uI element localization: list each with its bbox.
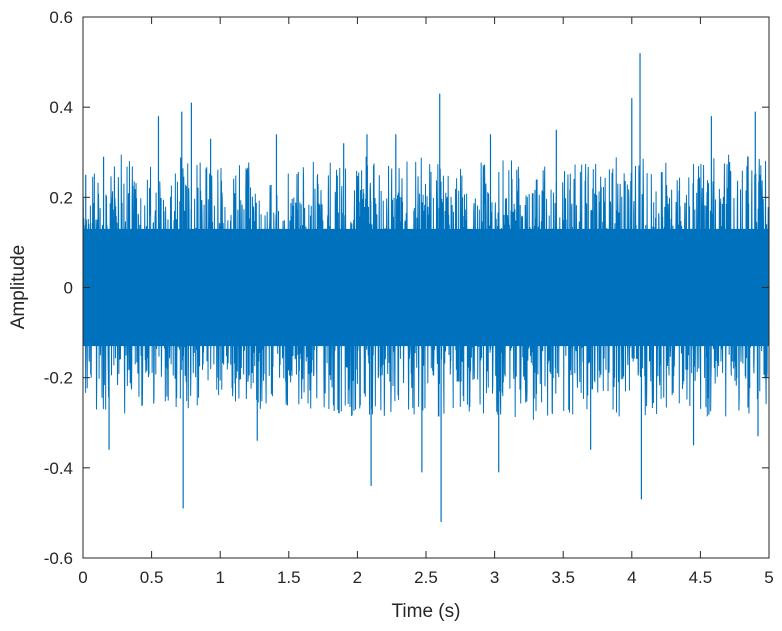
plot-area [83, 53, 769, 522]
y-tick-label: 0.6 [49, 8, 73, 27]
x-tick-label: 4 [627, 568, 636, 587]
x-tick-label: 1 [215, 568, 224, 587]
y-tick-label: -0.6 [44, 549, 73, 568]
y-tick-label: -0.4 [44, 459, 73, 478]
x-tick-label: 0.5 [140, 568, 164, 587]
y-tick-label: 0.4 [49, 98, 73, 117]
y-axis-ticks: -0.6 -0.4 -0.2 0 0.2 0.4 0.6 [44, 8, 769, 568]
x-tick-label: 0 [78, 568, 87, 587]
x-tick-label: 2 [353, 568, 362, 587]
x-tick-label: 2.5 [414, 568, 438, 587]
x-axis-title: Time (s) [392, 601, 461, 622]
signal-trace [83, 53, 769, 522]
x-tick-label: 3 [490, 568, 499, 587]
x-tick-label: 1.5 [277, 568, 301, 587]
x-tick-label: 4.5 [689, 568, 713, 587]
x-tick-label: 3.5 [551, 568, 575, 587]
x-axis-ticks: 0 0.5 1 1.5 2 2.5 3 3.5 4 4.5 5 [78, 17, 774, 587]
x-tick-label: 5 [764, 568, 773, 587]
signal-dense-band [83, 228, 769, 347]
y-tick-label: 0 [64, 279, 73, 298]
y-axis-title: Amplitude [8, 245, 29, 330]
y-tick-label: -0.2 [44, 369, 73, 388]
y-tick-label: 0.2 [49, 188, 73, 207]
